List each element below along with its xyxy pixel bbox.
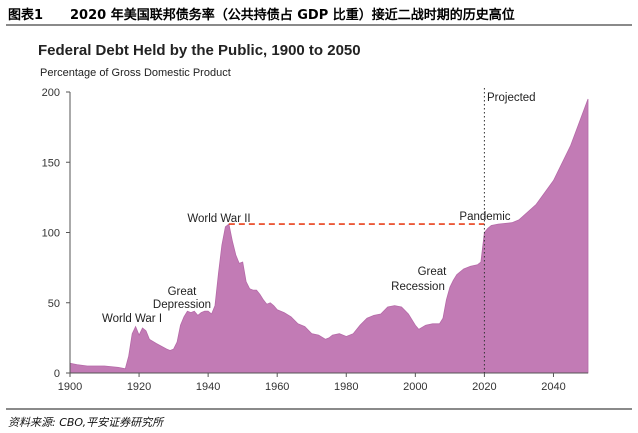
figure-header: 图表1 2020 年美国联邦债务率（公共持债占 GDP 比重）接近二战时期的历史…: [6, 0, 632, 26]
annotation-label: Depression: [153, 299, 211, 311]
x-tick-label: 1940: [196, 381, 220, 393]
annotation-label: World War II: [187, 213, 250, 225]
x-tick-label: 1920: [127, 381, 151, 393]
annotation-label: World War I: [102, 313, 162, 325]
plot-area: 0 50 100 150 200 1900 1920 1940 1960 1980 2000 2020…: [42, 87, 589, 393]
x-tick-label: 1980: [334, 381, 358, 393]
area-series-0: [69, 98, 589, 374]
source-note: 资料来源: CBO,平安证券研究所: [8, 416, 164, 429]
annotation-label: Great: [418, 266, 448, 278]
chart-subtitle: Percentage of Gross Domestic Product: [40, 67, 231, 79]
annotation-label: Projected: [487, 92, 536, 104]
x-tick-label: 1900: [58, 381, 82, 393]
y-tick-label: 100: [42, 228, 60, 240]
y-tick-label: 150: [42, 157, 60, 169]
debt-area-chart: Federal Debt Held by the Public, 1900 to…: [38, 42, 589, 393]
y-tick-label: 200: [42, 87, 60, 99]
annotation-label: Recession: [391, 281, 445, 293]
annotation-label: Pandemic: [459, 211, 510, 223]
chart-title: Federal Debt Held by the Public, 1900 to…: [38, 42, 361, 59]
y-tick-label: 0: [54, 368, 60, 380]
x-tick-label: 2000: [403, 381, 427, 393]
figure-footer: 资料来源: CBO,平安证券研究所: [6, 408, 632, 429]
x-tick-label: 2040: [541, 381, 565, 393]
x-tick-label: 2020: [472, 381, 496, 393]
y-tick-label: 50: [48, 298, 60, 310]
figure-caption: 2020 年美国联邦债务率（公共持债占 GDP 比重）接近二战时期的历史高位: [70, 8, 515, 23]
annotation-label: Great: [168, 286, 198, 298]
figure-label: 图表1: [8, 8, 44, 23]
x-tick-label: 1960: [265, 381, 289, 393]
